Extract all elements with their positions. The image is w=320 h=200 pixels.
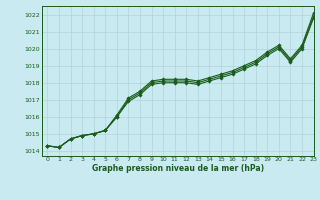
X-axis label: Graphe pression niveau de la mer (hPa): Graphe pression niveau de la mer (hPa) (92, 164, 264, 173)
